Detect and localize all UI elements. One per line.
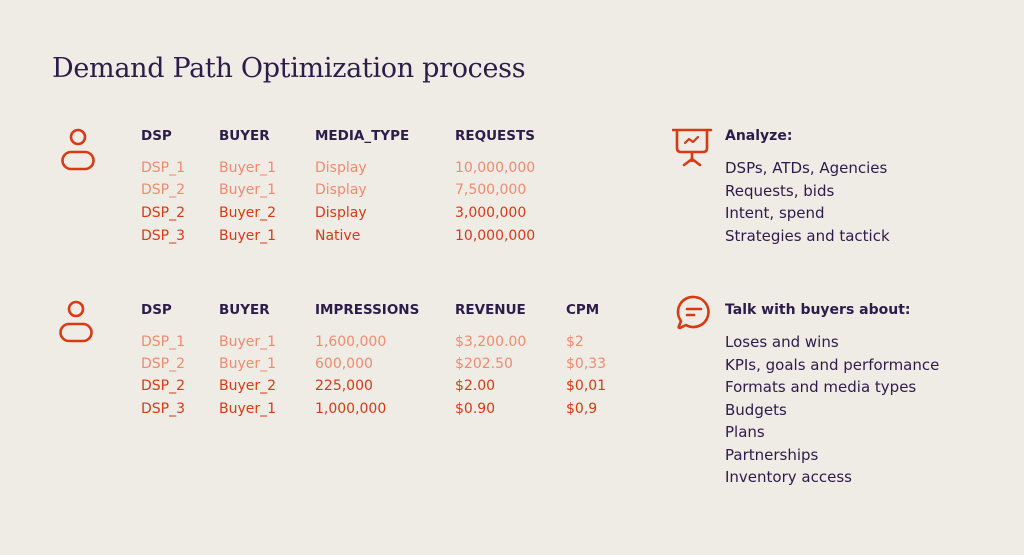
cell-revenue: $3,200.00 [455,334,527,350]
chat-bubble-icon [676,295,710,330]
cell-media-type: Display [315,205,367,221]
column-header-cpm: CPM [566,302,600,318]
analyze-item: Requests, bids [725,182,835,200]
cell-revenue: $2.00 [455,378,496,394]
cell-buyer: Buyer_1 [219,182,277,198]
cell-buyer: Buyer_2 [219,205,277,221]
column-header-revenue: REVENUE [455,302,526,318]
talk-item: Formats and media types [725,378,917,396]
cell-impressions: 225,000 [315,378,373,394]
cell-dsp: DSP_2 [141,378,186,394]
cell-cpm: $0,01 [566,378,607,394]
presentation-chart-icon [672,128,713,167]
cell-impressions: 1,000,000 [315,401,387,417]
column-header-dsp: DSP [141,302,172,318]
cell-requests: 10,000,000 [455,160,536,176]
cell-cpm: $2 [566,334,584,350]
analyze-item: DSPs, ATDs, Agencies [725,159,888,177]
cell-dsp: DSP_3 [141,401,186,417]
cell-buyer: Buyer_1 [219,228,277,244]
cell-dsp: DSP_3 [141,228,186,244]
cell-buyer: Buyer_1 [219,356,277,372]
talk-item: KPIs, goals and performance [725,356,940,374]
column-header-dsp: DSP [141,128,172,144]
cell-media-type: Display [315,182,367,198]
cell-media-type: Display [315,160,367,176]
cell-dsp: DSP_2 [141,356,186,372]
cell-impressions: 1,600,000 [315,334,387,350]
page-title: Demand Path Optimization process [52,53,526,84]
cell-revenue: $0.90 [455,401,496,417]
cell-dsp: DSP_2 [141,182,186,198]
cell-buyer: Buyer_1 [219,334,277,350]
cell-dsp: DSP_1 [141,334,186,350]
talk-item: Partnerships [725,446,819,464]
cell-buyer: Buyer_1 [219,401,277,417]
analyze-item: Intent, spend [725,204,825,222]
user-icon [61,128,95,171]
talk-item: Budgets [725,401,787,419]
analyze-item: Strategies and tactick [725,227,890,245]
cell-requests: 3,000,000 [455,205,527,221]
cell-impressions: 600,000 [315,356,373,372]
cell-media-type: Native [315,228,361,244]
column-header-impressions: IMPRESSIONS [315,302,420,318]
talk-title: Talk with buyers about: [725,302,911,318]
cell-cpm: $0,9 [566,401,598,417]
cell-requests: 7,500,000 [455,182,527,198]
user-icon [59,300,93,343]
talk-item: Inventory access [725,468,852,486]
talk-item: Loses and wins [725,333,839,351]
cell-buyer: Buyer_1 [219,160,277,176]
cell-dsp: DSP_2 [141,205,186,221]
column-header-buyer: BUYER [219,128,270,144]
cell-buyer: Buyer_2 [219,378,277,394]
column-header-requests: REQUESTS [455,128,535,144]
analyze-title: Analyze: [725,128,793,144]
cell-dsp: DSP_1 [141,160,186,176]
cell-cpm: $0,33 [566,356,607,372]
column-header-media-type: MEDIA_TYPE [315,128,410,144]
talk-item: Plans [725,423,765,441]
column-header-buyer: BUYER [219,302,270,318]
cell-revenue: $202.50 [455,356,513,372]
cell-requests: 10,000,000 [455,228,536,244]
